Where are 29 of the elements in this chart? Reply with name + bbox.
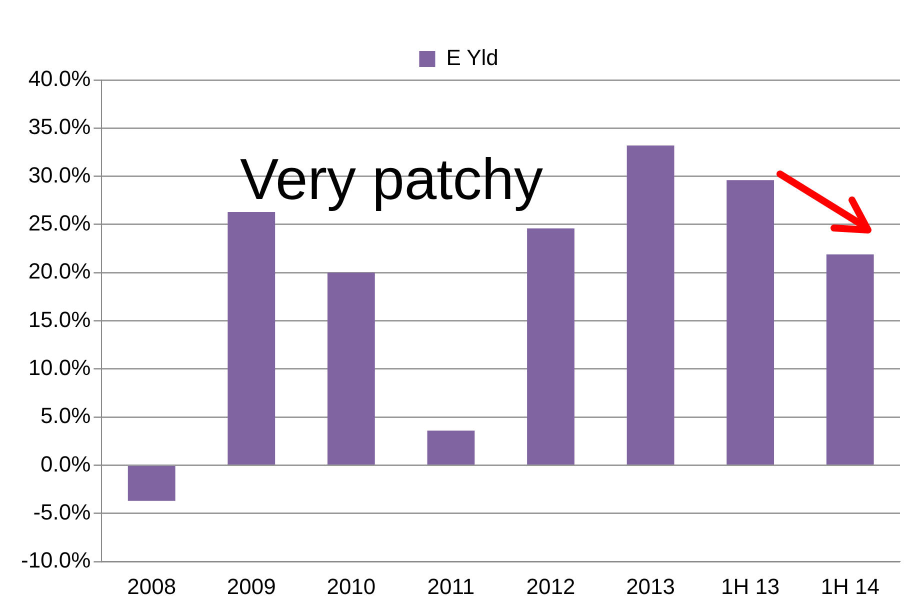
legend-label: E Yld bbox=[446, 45, 498, 70]
bar bbox=[826, 254, 874, 465]
y-tick-label: -10.0% bbox=[20, 548, 91, 573]
x-tick-label: 2009 bbox=[226, 574, 276, 599]
y-tick-label: 0.0% bbox=[40, 451, 91, 476]
y-tick-label: 20.0% bbox=[28, 258, 91, 284]
x-tick-label: 2008 bbox=[127, 574, 176, 599]
y-tick-label: 35.0% bbox=[28, 114, 91, 140]
bar bbox=[128, 466, 176, 501]
y-tick-label: 40.0% bbox=[28, 66, 91, 92]
bar bbox=[427, 430, 475, 465]
y-tick-label: 30.0% bbox=[28, 162, 91, 188]
x-tick-label: 1H 14 bbox=[820, 574, 880, 599]
annotation: Very patchy bbox=[240, 147, 544, 212]
y-tick-label: 5.0% bbox=[40, 403, 91, 428]
bar bbox=[626, 146, 674, 465]
bar bbox=[527, 228, 574, 465]
y-tick-label: 10.0% bbox=[28, 355, 91, 380]
x-tick-label: 2013 bbox=[626, 574, 676, 599]
x-tick-label: 2012 bbox=[526, 574, 576, 599]
bar bbox=[228, 212, 276, 465]
bar bbox=[327, 272, 375, 465]
x-tick-label: 1H 13 bbox=[720, 574, 780, 599]
y-tick-label: 15.0% bbox=[28, 306, 91, 332]
x-tick-label: 2010 bbox=[326, 574, 376, 599]
y-tick-label: 25.0% bbox=[28, 210, 91, 236]
x-tick-label: 2011 bbox=[427, 574, 475, 599]
bar bbox=[726, 180, 774, 465]
y-tick-label: -5.0% bbox=[33, 500, 91, 525]
